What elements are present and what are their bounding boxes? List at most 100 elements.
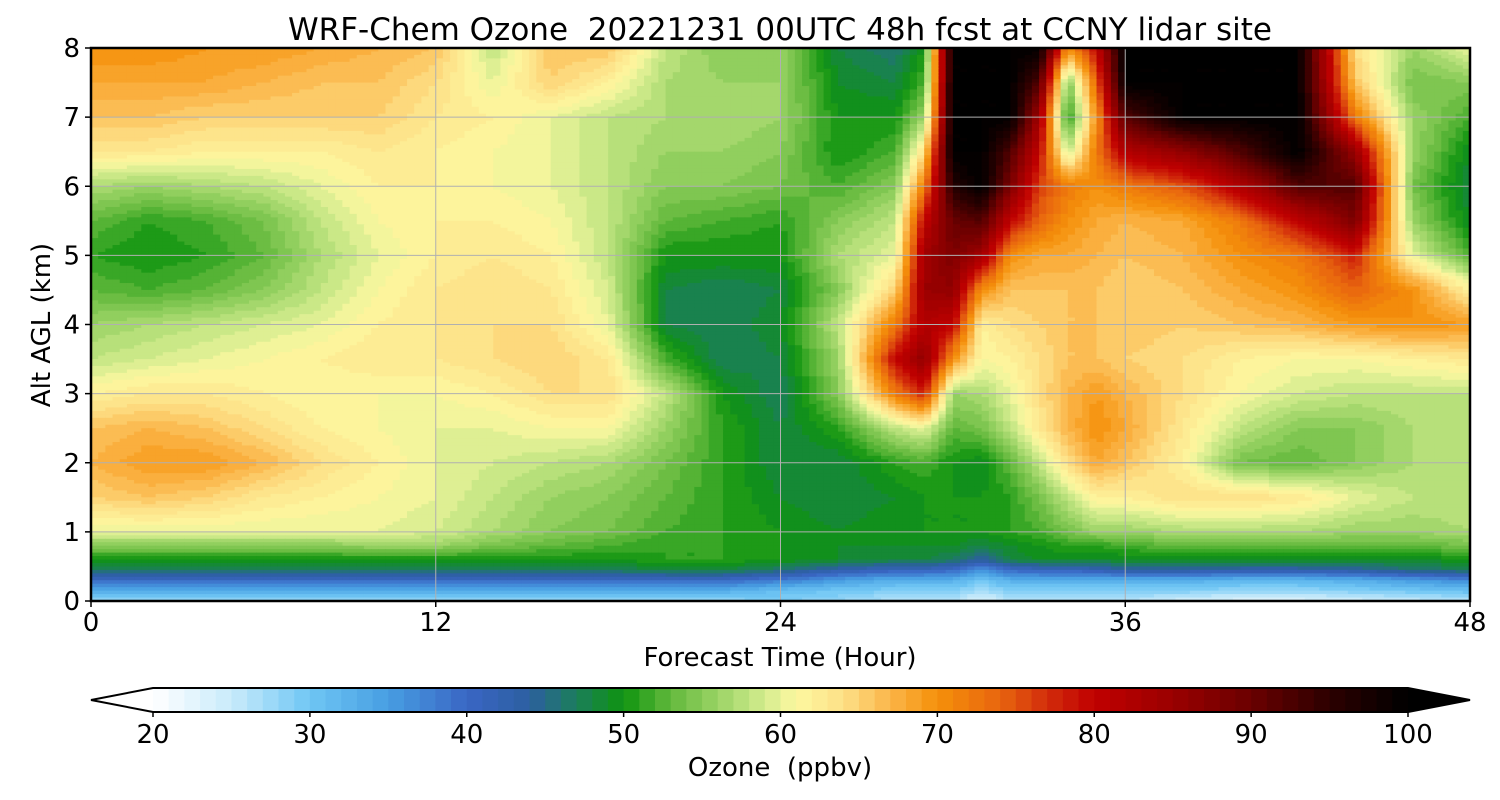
heatmap-cell: [909, 96, 918, 101]
heatmap-cell: [866, 61, 875, 66]
heatmap-cell: [1333, 106, 1342, 111]
heatmap-cell: [155, 113, 164, 118]
heatmap-cell: [665, 51, 674, 56]
heatmap-cell: [270, 110, 279, 115]
heatmap-cell: [1347, 134, 1356, 139]
heatmap-cell: [450, 58, 458, 63]
heatmap-cell: [371, 51, 379, 56]
heatmap-cell: [1319, 82, 1327, 87]
heatmap-cell: [909, 48, 918, 53]
heatmap-cell: [1039, 127, 1047, 132]
heatmap-cell: [565, 110, 573, 115]
heatmap-cell: [249, 110, 257, 115]
heatmap-cell: [1225, 51, 1234, 56]
heatmap-cell: [457, 127, 466, 132]
heatmap-cell: [1046, 82, 1055, 87]
heatmap-cell: [313, 134, 322, 139]
heatmap-cell: [220, 127, 229, 132]
heatmap-cell: [1333, 75, 1342, 80]
heatmap-cell: [1455, 130, 1464, 136]
heatmap-cell: [737, 61, 746, 66]
heatmap-cell: [1297, 130, 1306, 136]
heatmap-cell: [1197, 96, 1205, 101]
heatmap-cell: [916, 58, 925, 63]
heatmap-cell: [701, 51, 710, 56]
heatmap-cell: [1340, 54, 1349, 59]
heatmap-cell: [378, 75, 387, 80]
heatmap-cell: [256, 103, 264, 108]
heatmap-cell: [1398, 82, 1406, 87]
heatmap-cell: [320, 68, 329, 73]
heatmap-cell: [148, 61, 157, 66]
heatmap-cell: [1168, 51, 1177, 56]
heatmap-cell: [974, 117, 983, 122]
heatmap-cell: [1031, 117, 1040, 122]
heatmap-cell: [672, 61, 681, 66]
heatmap-cell: [931, 82, 940, 87]
heatmap-cell: [600, 124, 609, 129]
heatmap-cell: [1132, 82, 1141, 87]
heatmap-cell: [335, 68, 343, 73]
heatmap-cell: [1462, 127, 1470, 132]
heatmap-cell: [328, 86, 336, 91]
heatmap-cell: [421, 48, 430, 53]
heatmap-cell: [593, 51, 602, 56]
heatmap-cell: [1232, 103, 1241, 108]
heatmap-cell: [471, 130, 480, 136]
heatmap-cell: [371, 110, 379, 115]
heatmap-cell: [529, 120, 537, 125]
heatmap-cell: [241, 130, 250, 136]
heatmap-cell: [1175, 92, 1184, 97]
heatmap-cell: [1024, 99, 1033, 104]
heatmap-cell: [213, 54, 221, 59]
heatmap-cell: [572, 61, 580, 66]
heatmap-cell: [852, 99, 861, 104]
heatmap-cell: [636, 61, 645, 66]
heatmap-cell: [1197, 54, 1205, 59]
heatmap-cell: [536, 61, 545, 66]
heatmap-cell: [1290, 106, 1299, 111]
heatmap-cell: [284, 48, 293, 53]
heatmap-cell: [816, 82, 825, 87]
heatmap-cell: [112, 61, 121, 66]
heatmap-cell: [1175, 106, 1184, 111]
heatmap-cell: [464, 89, 473, 94]
heatmap-cell: [866, 113, 875, 118]
heatmap-cell: [407, 130, 415, 136]
heatmap-cell: [794, 99, 803, 104]
heatmap-cell: [909, 58, 918, 63]
heatmap-cell: [902, 103, 911, 108]
heatmap-cell: [1060, 79, 1069, 84]
heatmap-cell: [830, 61, 839, 66]
heatmap-cell: [550, 113, 559, 118]
heatmap-cell: [751, 86, 760, 91]
heatmap-cell: [960, 92, 968, 97]
heatmap-cell: [1153, 134, 1162, 139]
heatmap-cell: [1398, 127, 1406, 132]
heatmap-cell: [263, 113, 272, 118]
heatmap-cell: [220, 79, 229, 84]
heatmap-cell: [845, 96, 853, 101]
heatmap-cell: [895, 61, 904, 66]
heatmap-cell: [428, 117, 437, 122]
heatmap-cell: [514, 58, 523, 63]
heatmap-cell: [407, 96, 415, 101]
heatmap-cell: [773, 79, 782, 84]
heatmap-cell: [1003, 120, 1011, 125]
heatmap-cell: [1146, 96, 1155, 101]
heatmap-cell: [1074, 103, 1083, 108]
heatmap-cell: [1290, 134, 1299, 139]
heatmap-cell: [1010, 103, 1019, 108]
heatmap-cell: [507, 68, 516, 73]
heatmap-cell: [421, 54, 430, 59]
heatmap-cell: [1254, 89, 1263, 94]
heatmap-cell: [1419, 134, 1428, 139]
heatmap-cell: [1082, 75, 1090, 80]
heatmap-cell: [758, 124, 767, 129]
heatmap-cell: [1268, 86, 1277, 91]
heatmap-cell: [916, 68, 925, 73]
heatmap-cell: [292, 48, 300, 53]
heatmap-cell: [1376, 61, 1385, 66]
heatmap-cell: [830, 82, 839, 87]
heatmap-cell: [1326, 54, 1335, 59]
